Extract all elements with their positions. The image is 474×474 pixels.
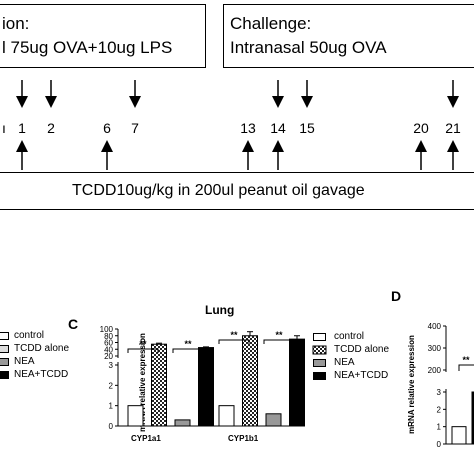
legend-swatch-tcdd	[0, 345, 9, 353]
y-tick-label: 2	[109, 381, 114, 390]
category-label: CYP1b1	[228, 434, 259, 443]
significance-bracket	[263, 339, 295, 344]
day-label: 1	[18, 120, 26, 136]
legend-swatch-nea-tcdd	[313, 372, 326, 380]
y-tick-label: 100	[100, 325, 114, 334]
significance-bracket	[172, 348, 204, 353]
tcdd-box	[0, 172, 474, 210]
bar	[127, 405, 144, 427]
sensitization-heading: ion:	[2, 14, 30, 33]
tcdd-label: TCDD10ug/kg in 200ul peanut oil gavage	[72, 182, 365, 199]
day-label: 15	[299, 120, 315, 136]
legend-swatch-control	[0, 332, 9, 340]
day-label: 7	[131, 120, 139, 136]
legend-label: NEA+TCDD	[334, 370, 389, 381]
category-label: CYP1a1	[131, 434, 161, 443]
y-tick-label: 2	[437, 405, 442, 414]
legend-label: NEA+TCDD	[14, 369, 69, 380]
panel-d-letter: D	[391, 288, 402, 304]
significance-label: **	[139, 339, 147, 349]
day-label: 14	[270, 120, 286, 136]
bar	[451, 426, 467, 445]
challenge-heading: Challenge:	[230, 14, 312, 33]
legend-label: TCDD alone	[334, 344, 390, 355]
significance-bracket	[218, 339, 250, 344]
legend-swatch-control	[313, 333, 326, 341]
legend-swatch-nea	[0, 358, 9, 366]
y-tick-label: 80	[104, 332, 113, 341]
day-label: 6	[103, 120, 111, 136]
y-tick-label: 200	[428, 366, 442, 375]
sensitization-box	[0, 4, 206, 68]
y-tick-label: 3	[437, 388, 442, 397]
legend-label: control	[334, 331, 365, 342]
legend-swatch-nea	[313, 359, 326, 367]
sensitization-detail: l 75ug OVA+10ug LPS	[2, 38, 173, 57]
y-tick-label: 300	[428, 344, 442, 353]
bar	[471, 391, 474, 445]
y-tick-label: 400	[428, 322, 442, 331]
y-tick-label: 0	[437, 440, 442, 449]
y-tick-label: 0	[109, 422, 114, 431]
partial-day-mark: ı	[2, 120, 6, 136]
legend-label: TCDD alone	[14, 343, 70, 354]
day-label: 13	[240, 120, 256, 136]
legend-swatch-nea-tcdd	[0, 371, 9, 379]
significance-bracket	[458, 364, 474, 371]
significance-label: **	[230, 330, 238, 340]
day-label: 20	[413, 120, 429, 136]
chart-title: Lung	[205, 303, 235, 317]
y-tick-label: 40	[104, 345, 113, 354]
y-tick-label: 1	[437, 423, 442, 432]
day-label: 21	[445, 120, 461, 136]
bar	[218, 405, 235, 427]
challenge-box	[223, 4, 474, 68]
legend-label: control	[14, 330, 45, 341]
significance-label: **	[184, 339, 192, 349]
legend-label: NEA	[334, 357, 355, 368]
significance-label: **	[275, 330, 283, 340]
y-tick-label: 20	[104, 352, 113, 361]
significance-bracket	[127, 348, 159, 353]
significance-label: **	[462, 355, 470, 365]
day-label: 2	[47, 120, 55, 136]
y-tick-label: 3	[109, 361, 114, 370]
y-tick-label: 60	[104, 339, 113, 348]
bar	[265, 413, 282, 427]
bar	[174, 419, 191, 427]
legend-label: NEA	[14, 356, 35, 367]
challenge-detail: Intranasal 50ug OVA	[230, 38, 387, 57]
y-tick-label: 1	[109, 402, 114, 411]
panel-c-letter: C	[68, 316, 79, 332]
